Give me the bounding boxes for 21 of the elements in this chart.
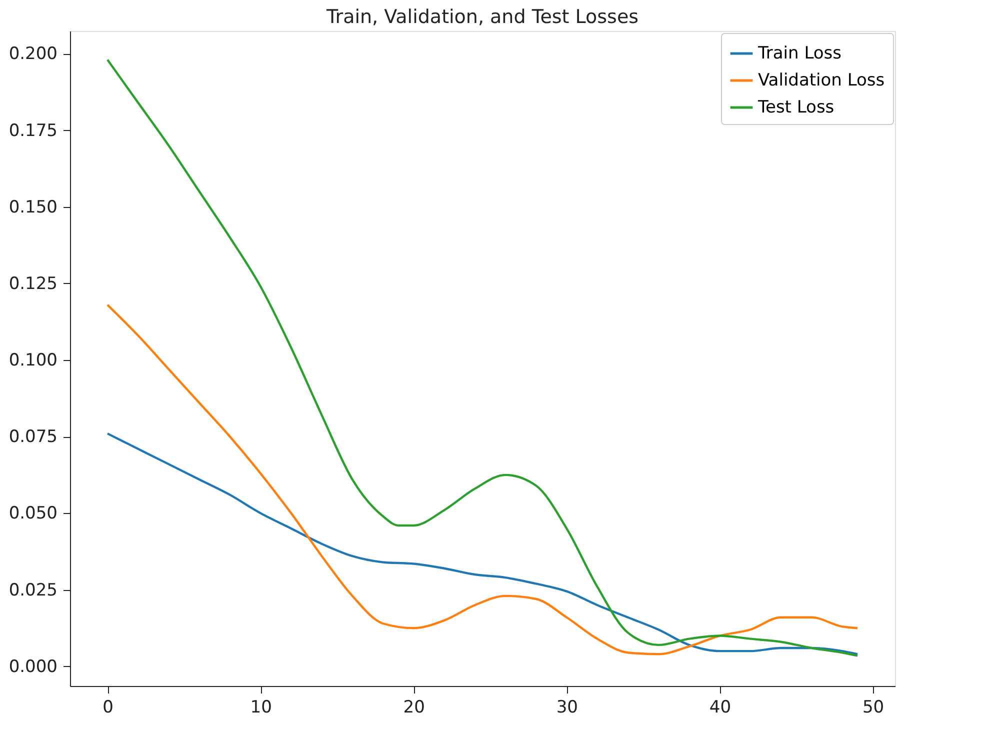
- x-tick-label: 30: [556, 698, 578, 718]
- y-tick-label: 0.200: [8, 44, 58, 64]
- line-series: [106, 304, 859, 656]
- y-tick-label: 0.050: [8, 504, 58, 524]
- legend-label: Test Loss: [757, 98, 834, 118]
- x-tick-label: 0: [102, 698, 114, 718]
- y-tick-label: 0.175: [8, 120, 58, 141]
- y-tick-label: 0.100: [8, 350, 58, 371]
- x-tick-label: 10: [250, 698, 272, 718]
- y-tick-label: 0.000: [8, 656, 58, 677]
- y-tick-label: 0.125: [8, 274, 58, 294]
- x-tick-label: 40: [709, 698, 732, 718]
- chart-title: Train, Validation, and Test Losses: [325, 6, 639, 28]
- x-tick-label: 50: [862, 698, 884, 718]
- y-tick-label: 0.075: [8, 427, 58, 448]
- y-tick-label: 0.150: [8, 197, 58, 218]
- y-tick-label: 0.025: [8, 580, 58, 600]
- line-series: [106, 432, 859, 656]
- x-tick-label: 20: [403, 698, 425, 718]
- legend-label: Validation Loss: [758, 70, 885, 90]
- legend-label: Train Loss: [757, 44, 842, 64]
